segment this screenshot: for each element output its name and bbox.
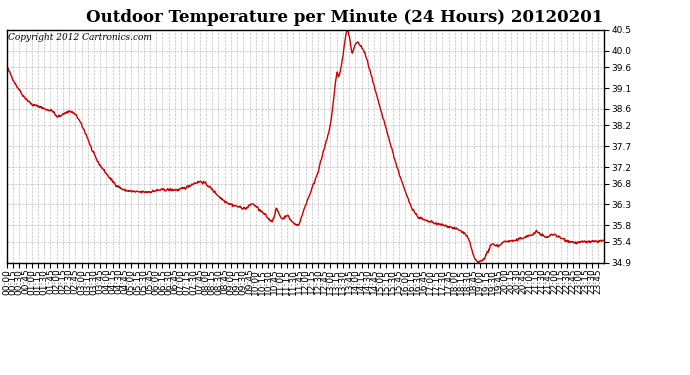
Text: Copyright 2012 Cartronics.com: Copyright 2012 Cartronics.com [8, 33, 152, 42]
Text: Outdoor Temperature per Minute (24 Hours) 20120201: Outdoor Temperature per Minute (24 Hours… [86, 9, 604, 26]
